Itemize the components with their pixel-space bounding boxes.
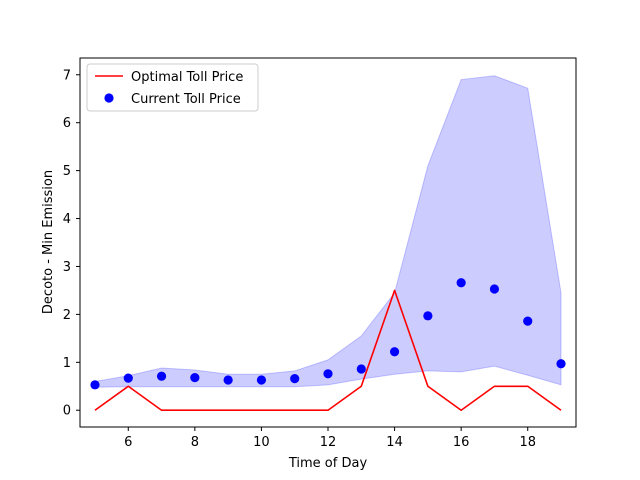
- y-tick-label: 0: [63, 404, 71, 419]
- y-tick-label: 4: [63, 212, 71, 227]
- current-toll-price-point: [90, 380, 100, 390]
- current-toll-price-point: [456, 278, 466, 288]
- current-toll-price-point: [556, 359, 566, 369]
- y-tick-label: 1: [63, 356, 71, 371]
- current-toll-price-point: [156, 371, 167, 381]
- x-tick-label: 18: [519, 435, 536, 450]
- y-tick-label: 2: [63, 308, 71, 323]
- y-axis-ticks: 0 1 2 3 4 5 6 7: [63, 68, 80, 419]
- current-toll-price-point: [323, 369, 333, 379]
- legend-scatter-swatch: [104, 93, 114, 103]
- confidence-band: [94, 75, 562, 388]
- y-tick-label: 5: [63, 164, 71, 179]
- current-toll-price-point: [290, 373, 300, 384]
- current-toll-price-point: [123, 373, 133, 383]
- current-toll-price-point: [223, 375, 233, 385]
- optimal-toll-price-line: [94, 289, 562, 412]
- x-axis-ticks: 6 8 10 12 14 16 18: [124, 427, 536, 450]
- y-tick-label: 6: [63, 116, 71, 131]
- current-toll-price-point: [523, 316, 533, 326]
- x-tick-label: 8: [191, 435, 199, 450]
- legend-label-optimal-toll-price: Optimal Toll Price: [131, 70, 243, 85]
- legend-label-current-toll-price: Current Toll Price: [131, 92, 241, 107]
- current-toll-price-point: [356, 364, 366, 374]
- x-tick-label: 10: [253, 435, 270, 450]
- current-toll-price-point: [489, 284, 500, 294]
- x-tick-label: 14: [386, 435, 403, 450]
- x-tick-label: 6: [124, 435, 132, 450]
- legend-box: [86, 63, 259, 112]
- y-axis-label: Decoto - Min Emission: [41, 170, 56, 314]
- current-toll-price-point: [190, 373, 200, 383]
- legend: Optimal Toll Price Current Toll Price: [86, 63, 259, 112]
- scatter-layer: [90, 278, 566, 390]
- line-layer: [94, 289, 562, 412]
- y-tick-label: 3: [63, 260, 71, 275]
- y-tick-label: 7: [63, 68, 71, 83]
- current-toll-price-point: [256, 375, 267, 385]
- current-toll-price-point: [423, 311, 433, 321]
- x-axis-label: Time of Day: [288, 456, 368, 471]
- x-tick-label: 12: [320, 435, 337, 450]
- current-toll-price-point: [389, 347, 400, 357]
- x-tick-label: 16: [453, 435, 470, 450]
- confidence-band-layer: [94, 75, 562, 388]
